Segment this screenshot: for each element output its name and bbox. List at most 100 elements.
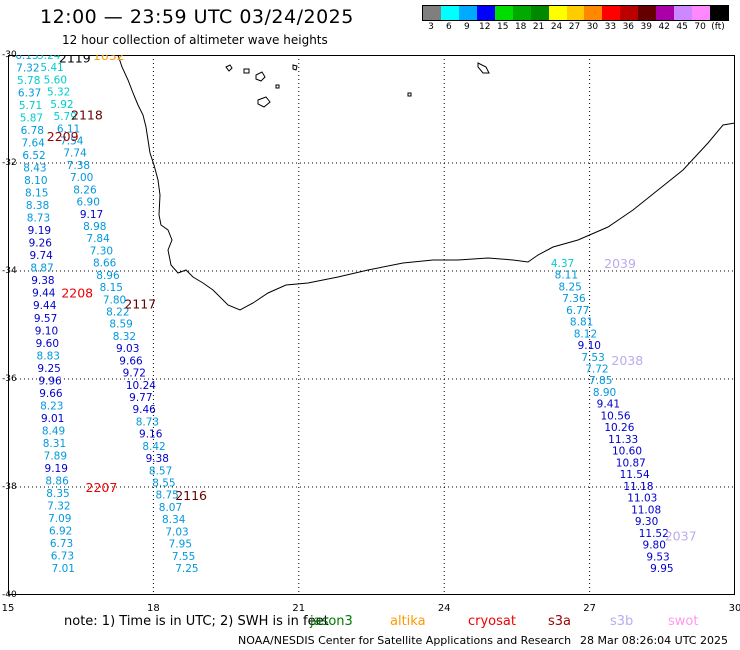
wave-height-value: 6.73	[51, 550, 74, 562]
y-tick-label: -40	[2, 590, 17, 600]
track-time-label: 1632	[93, 55, 125, 63]
altimeter-tracks: 6.157.325.786.375.715.876.787.646.528.43…	[15, 55, 673, 575]
track-time-label: 2037	[665, 529, 697, 544]
wave-height-value: 5.60	[44, 74, 67, 86]
wave-height-value: 9.66	[119, 355, 143, 367]
wave-height-value: 9.44	[32, 288, 56, 300]
x-tick-label: 30	[728, 603, 740, 614]
legend-swatch	[512, 6, 531, 20]
track-time-label: 2117	[124, 296, 156, 311]
wave-height-value: 11.33	[608, 434, 638, 446]
x-tick-label: 24	[437, 603, 451, 614]
y-tick-label: -32	[2, 158, 17, 168]
legend-color-bar	[422, 5, 729, 21]
x-tick-label: 15	[1, 603, 15, 614]
wave-height-value: 8.12	[574, 328, 597, 340]
wave-height-value: 9.53	[646, 551, 669, 563]
wave-height-value: 6.52	[22, 150, 45, 162]
wave-height-value: 7.09	[48, 513, 71, 525]
wave-height-value: 9.41	[597, 399, 620, 411]
wave-height-value: 4.37	[551, 258, 574, 270]
wave-height-value: 9.26	[29, 238, 53, 250]
wave-height-value: 8.43	[23, 163, 46, 175]
wave-height-value: 8.66	[93, 258, 117, 270]
wave-height-value: 7.85	[589, 375, 612, 387]
satellite-legend-s3a: s3a	[548, 614, 572, 629]
wave-height-value: 10.26	[604, 422, 634, 434]
legend-swatch	[656, 6, 675, 20]
coastline	[117, 55, 735, 311]
wave-height-value: 10.56	[601, 410, 631, 422]
wave-height-value: 7.84	[86, 233, 110, 245]
wave-height-value: 11.18	[623, 481, 653, 493]
legend-swatch	[530, 6, 549, 20]
wave-height-value: 7.36	[562, 293, 586, 305]
wave-height-value: 8.10	[24, 175, 47, 187]
wave-height-value: 9.96	[38, 375, 62, 387]
wave-height-value: 7.01	[52, 563, 75, 575]
wave-height-value: 8.90	[593, 387, 616, 399]
wave-height-value: 9.03	[116, 343, 139, 355]
wave-height-value: 8.73	[27, 213, 50, 225]
legend-label: 45	[676, 22, 688, 32]
wave-height-value: 7.32	[16, 63, 39, 75]
legend-label: (ft)	[711, 22, 725, 32]
legend-swatch	[440, 6, 459, 20]
wave-height-value: 9.77	[129, 392, 152, 404]
wave-height-value: 5.87	[20, 113, 43, 125]
wave-height-value: 7.32	[47, 500, 70, 512]
wave-height-value: 6.15	[15, 55, 38, 62]
legend-swatch	[566, 6, 585, 20]
wave-height-value: 5.41	[40, 62, 63, 74]
wave-height-value: 7.38	[67, 160, 90, 172]
wave-height-value: 9.17	[80, 209, 103, 221]
wave-height-value: 7.03	[165, 526, 188, 538]
legend-label: 15	[497, 22, 509, 32]
wave-height-value: 8.86	[45, 475, 69, 487]
wave-height-value: 9.10	[35, 325, 58, 337]
satellite-legend-s3b: s3b	[610, 614, 634, 629]
wave-height-value: 9.66	[39, 388, 63, 400]
wave-height-value: 8.59	[109, 319, 132, 331]
wave-height-value: 9.46	[132, 404, 156, 416]
legend-swatch	[602, 6, 621, 20]
wave-height-value: 8.26	[73, 184, 97, 196]
wave-height-value: 8.73	[136, 416, 159, 428]
map-frame	[8, 55, 735, 595]
legend-label: 30	[586, 22, 599, 32]
legend-swatch	[476, 6, 495, 20]
legend-swatch	[584, 6, 603, 20]
legend-label: 36	[622, 22, 635, 32]
wave-height-value: 9.38	[146, 453, 169, 465]
wave-height-value: 9.25	[37, 363, 60, 375]
wave-height-value: 8.38	[26, 200, 49, 212]
wave-height-value: 7.30	[90, 245, 113, 257]
y-tick-label: -36	[2, 374, 17, 384]
island	[257, 96, 271, 108]
wave-height-value: 8.49	[42, 425, 65, 437]
wave-height-value: 7.95	[169, 539, 192, 551]
wave-height-value: 7.80	[103, 294, 126, 306]
wave-height-value: 9.30	[635, 516, 658, 528]
wave-height-value: 8.96	[96, 270, 120, 282]
track-time-label: 2119	[59, 55, 91, 66]
wave-height-value: 8.23	[40, 400, 63, 412]
wave-height-value: 8.11	[555, 270, 578, 282]
wave-height-value: 9.95	[650, 563, 673, 575]
legend-swatch	[423, 6, 441, 20]
wave-height-value: 10.87	[616, 457, 646, 469]
legend-label: 33	[604, 22, 617, 32]
wave-height-value: 5.71	[19, 100, 42, 112]
wave-height-value: 5.24	[37, 55, 61, 62]
wave-height-value: 5.92	[50, 99, 73, 111]
wave-height-value: 5.79	[54, 111, 77, 123]
wave-height-value: 6.92	[49, 525, 72, 537]
wave-height-value: 11.54	[620, 469, 650, 481]
generated-timestamp: 28 Mar 08:26:04 UTC 2025	[580, 634, 728, 647]
legend-label: 18	[514, 22, 527, 32]
track-time-labels: 2119 1632 2118 2209 2208 2117 2207 2116 2039 2038…	[47, 55, 697, 544]
wave-height-value: 8.98	[83, 221, 106, 233]
satellite-legend-swot: swot	[668, 614, 699, 629]
wave-height-value: 8.15	[25, 188, 48, 200]
satellite-legend-jason3: jason3	[310, 614, 353, 629]
